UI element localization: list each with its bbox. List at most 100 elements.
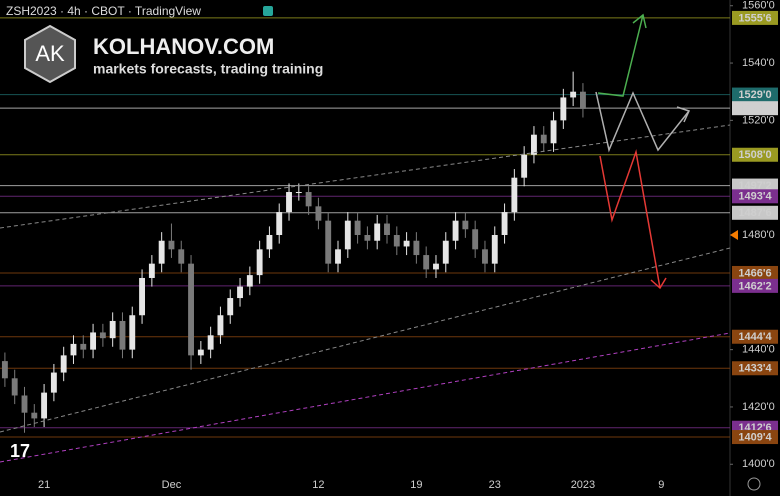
candle-body xyxy=(21,395,28,413)
candle-body xyxy=(462,220,469,230)
candle-body xyxy=(560,97,567,121)
tagline: markets forecasts, trading training xyxy=(93,61,323,77)
candle-body xyxy=(129,315,136,350)
candle-body xyxy=(80,343,87,350)
level-label: 1462'2 xyxy=(738,280,771,292)
candle-body xyxy=(109,320,116,339)
logo-badge xyxy=(24,24,76,84)
arrow-head xyxy=(632,13,647,29)
level-label-box xyxy=(732,265,778,280)
projection-arrow xyxy=(599,149,661,289)
level-label-box xyxy=(732,278,778,293)
candle-body xyxy=(50,372,57,393)
candle-body xyxy=(168,240,175,250)
symbol-title: ZSH2023 · 4h · CBOT · TradingView xyxy=(6,4,201,18)
level-label-box xyxy=(732,10,778,25)
candle-body xyxy=(491,235,498,264)
candle-body xyxy=(501,212,508,235)
x-tick-label: 12 xyxy=(312,479,324,491)
level-label: 1497'2 xyxy=(738,180,771,192)
level-label-box xyxy=(732,361,778,376)
y-tick-label: 1520'0 xyxy=(742,114,775,126)
level-label: 1466'6 xyxy=(738,267,771,279)
level-label-box xyxy=(732,329,778,344)
candle-body xyxy=(246,275,253,287)
x-tick-label: 23 xyxy=(489,479,501,491)
candle-body xyxy=(403,240,410,247)
x-tick-label: Dec xyxy=(162,479,182,491)
candle-body xyxy=(188,263,194,356)
level-label-box xyxy=(732,101,778,116)
candle-body xyxy=(41,392,48,419)
level-label: 1555'6 xyxy=(738,12,771,24)
candle-body xyxy=(472,229,479,250)
level-label: 1524'2 xyxy=(738,103,771,115)
candle-body xyxy=(570,91,577,98)
brand: KOLHANOV.COM xyxy=(93,34,274,59)
candle-body xyxy=(315,206,322,221)
candle-body xyxy=(305,192,312,207)
candle-body xyxy=(266,235,273,250)
candle-body xyxy=(295,192,302,194)
arrow-head xyxy=(676,106,691,123)
level-label-box xyxy=(732,430,778,445)
y-tick-label: 1480'0 xyxy=(742,229,775,241)
arrow-head xyxy=(650,277,667,290)
level-label: 1409'4 xyxy=(738,431,772,443)
level-label: 1529'0 xyxy=(738,89,771,101)
candle-body xyxy=(90,332,97,350)
status-dot[interactable] xyxy=(263,6,273,16)
candle-body xyxy=(442,240,449,264)
candle-body xyxy=(531,134,537,155)
y-tick-label: 1400'0 xyxy=(742,458,775,470)
candle-body xyxy=(325,220,332,264)
y-tick-label: 1420'0 xyxy=(742,401,775,413)
candle-body xyxy=(227,298,234,316)
level-label: 1433'4 xyxy=(738,363,772,375)
candle-body xyxy=(207,335,214,350)
candle-body xyxy=(423,255,430,270)
candle-body xyxy=(374,223,381,241)
level-label: 1487'6 xyxy=(738,207,771,219)
candle-body xyxy=(31,412,38,419)
settings-icon[interactable] xyxy=(747,477,761,491)
candle-body xyxy=(521,154,528,178)
y-tick-label: 1540'0 xyxy=(742,57,775,69)
price-marker xyxy=(730,230,738,240)
candle-body xyxy=(344,220,351,250)
projection-arrow xyxy=(595,91,690,153)
candle-body xyxy=(393,235,400,247)
y-tick-label: 1440'0 xyxy=(742,344,775,356)
candle-body xyxy=(119,320,126,350)
candle-body xyxy=(237,286,243,299)
candle-body xyxy=(276,212,283,235)
level-label: 1493'4 xyxy=(738,191,772,203)
candle-body xyxy=(11,378,18,396)
candle-body xyxy=(139,277,145,316)
candle-body xyxy=(286,192,292,213)
level-label: 1508'0 xyxy=(738,149,771,161)
candle-body xyxy=(354,220,361,235)
candle-body xyxy=(1,361,8,379)
tv-logo[interactable]: 17 xyxy=(10,441,30,461)
candle-body xyxy=(452,220,459,241)
candle-body xyxy=(217,315,224,336)
candle-body xyxy=(580,91,586,109)
level-label-box xyxy=(732,87,778,102)
x-tick-label: 9 xyxy=(658,479,664,491)
y-tick-label: 1560'0 xyxy=(742,0,775,12)
candle-body xyxy=(335,249,341,264)
candle-body xyxy=(178,249,185,264)
projection-arrow xyxy=(597,14,644,97)
candle-body xyxy=(482,249,488,264)
level-label-box xyxy=(732,178,778,193)
candle-body xyxy=(148,263,155,278)
candle-body xyxy=(158,240,165,264)
candle-body xyxy=(433,263,439,270)
candle-body xyxy=(99,332,106,339)
x-tick-label: 21 xyxy=(38,479,50,491)
level-label-box xyxy=(732,189,778,204)
candle-body xyxy=(364,235,371,241)
